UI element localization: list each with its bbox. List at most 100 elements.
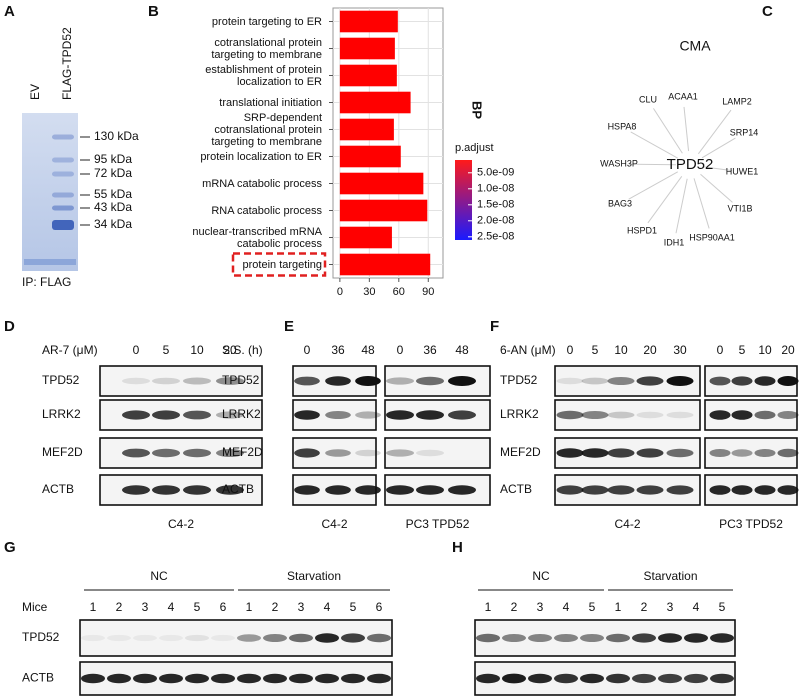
- blot-band: [476, 673, 500, 684]
- panel-letter: A: [4, 3, 15, 20]
- row-label: TPD52: [222, 373, 260, 387]
- colorbar-label: 2.5e-08: [477, 231, 514, 243]
- blot-band: [632, 633, 656, 643]
- lane-label: FLAG-TPD52: [60, 27, 74, 100]
- blot-band: [263, 634, 287, 642]
- lane-label: 0: [397, 343, 404, 357]
- lane-label: 30: [673, 343, 687, 357]
- gel-band: [52, 171, 74, 177]
- blot-band: [416, 449, 444, 457]
- lane-label: 3: [142, 600, 149, 614]
- category-label: translational initiation: [219, 96, 322, 109]
- blot-band: [122, 448, 150, 458]
- blot-band: [107, 673, 131, 684]
- panel-footer: C4-2: [321, 517, 347, 531]
- blot-band: [183, 485, 211, 495]
- blot-band: [607, 448, 635, 458]
- row-label: ACTB: [222, 482, 254, 496]
- treatment-label: 6-AN (μM): [500, 343, 556, 357]
- blot-band: [658, 673, 682, 684]
- blot-band: [386, 485, 414, 495]
- blot-band: [684, 673, 708, 684]
- colorbar-label: 1.5e-08: [477, 199, 514, 211]
- lane-label: 5: [163, 343, 170, 357]
- row-label: TPD52: [500, 373, 538, 387]
- blot-band: [666, 411, 694, 419]
- lane-label: 5: [350, 600, 357, 614]
- row-label: ACTB: [22, 671, 54, 685]
- treatment-label: AR-7 (μM): [42, 343, 98, 357]
- blot-band: [581, 411, 609, 419]
- blot-band: [216, 485, 244, 495]
- blot-band: [289, 673, 313, 684]
- network-node: SRP14: [730, 127, 759, 137]
- blot-band: [476, 633, 500, 643]
- blot-band: [122, 485, 150, 495]
- lane-label: 6: [220, 600, 227, 614]
- panel-footer: PC3 TPD52: [719, 517, 783, 531]
- blot-band: [216, 411, 244, 419]
- blot-band: [754, 410, 776, 420]
- lane-label: 1: [90, 600, 97, 614]
- lane-label: 36: [331, 343, 345, 357]
- lane-label: 10: [190, 343, 204, 357]
- lane-label: 2: [272, 600, 279, 614]
- panel-footer: PC3 TPD52: [406, 517, 470, 531]
- blot-band: [556, 485, 584, 495]
- blot-band: [658, 633, 682, 643]
- blot-band: [754, 485, 776, 495]
- blot-band: [777, 411, 799, 419]
- blot-band: [159, 634, 183, 642]
- group-label: Starvation: [287, 569, 341, 583]
- blot-band: [502, 634, 526, 642]
- blot-band: [159, 673, 183, 684]
- blot-band: [556, 377, 584, 385]
- lane-label: 0: [133, 343, 140, 357]
- category-label: SRP-dependent cotranslational protein ta…: [211, 111, 322, 148]
- blot-band: [183, 448, 211, 458]
- blot-band: [777, 485, 799, 495]
- blot-band: [502, 673, 526, 684]
- group-label: NC: [150, 569, 168, 583]
- blot-band: [152, 377, 180, 385]
- lane-label: 1: [246, 600, 253, 614]
- row-label: MEF2D: [500, 445, 541, 459]
- blot-band: [554, 634, 578, 642]
- category-label: cotranslational protein targeting to mem…: [211, 36, 322, 61]
- lane-label: 48: [455, 343, 469, 357]
- lane-label: 1: [485, 600, 492, 614]
- category-label: mRNA catabolic process: [202, 177, 322, 190]
- lane-label: 20: [781, 343, 795, 357]
- highlight-box: [231, 252, 327, 277]
- blot-band: [448, 410, 476, 420]
- network-node: HSPA8: [608, 121, 637, 131]
- blot-band: [211, 634, 235, 642]
- panel-letter: D: [4, 318, 15, 335]
- network-edge: [630, 131, 679, 159]
- network-node: HSPD1: [627, 225, 657, 235]
- lane-label: 10: [758, 343, 772, 357]
- blot-band: [754, 449, 776, 457]
- blot-band: [580, 634, 604, 642]
- lane-label: 5: [589, 600, 596, 614]
- lane-label: 48: [361, 343, 375, 357]
- lane-label: 4: [168, 600, 175, 614]
- blot-band: [709, 410, 731, 420]
- blot-band: [122, 377, 150, 385]
- blot-band: [777, 376, 799, 386]
- panel-footer: C4-2: [614, 517, 640, 531]
- blot-band: [355, 411, 381, 419]
- lane-label: 4: [563, 600, 570, 614]
- x-tick-label: 30: [363, 286, 375, 298]
- blot-band: [666, 376, 694, 386]
- blot-band: [183, 377, 211, 385]
- blot-band: [556, 448, 584, 458]
- legend-title: BP: [470, 101, 485, 119]
- row-label: LRRK2: [42, 407, 81, 421]
- blot-box: [384, 437, 491, 469]
- network-edge: [647, 176, 683, 224]
- row-label: MEF2D: [42, 445, 83, 459]
- colorbar-label: 2.0e-08: [477, 215, 514, 227]
- blot-band: [386, 410, 414, 420]
